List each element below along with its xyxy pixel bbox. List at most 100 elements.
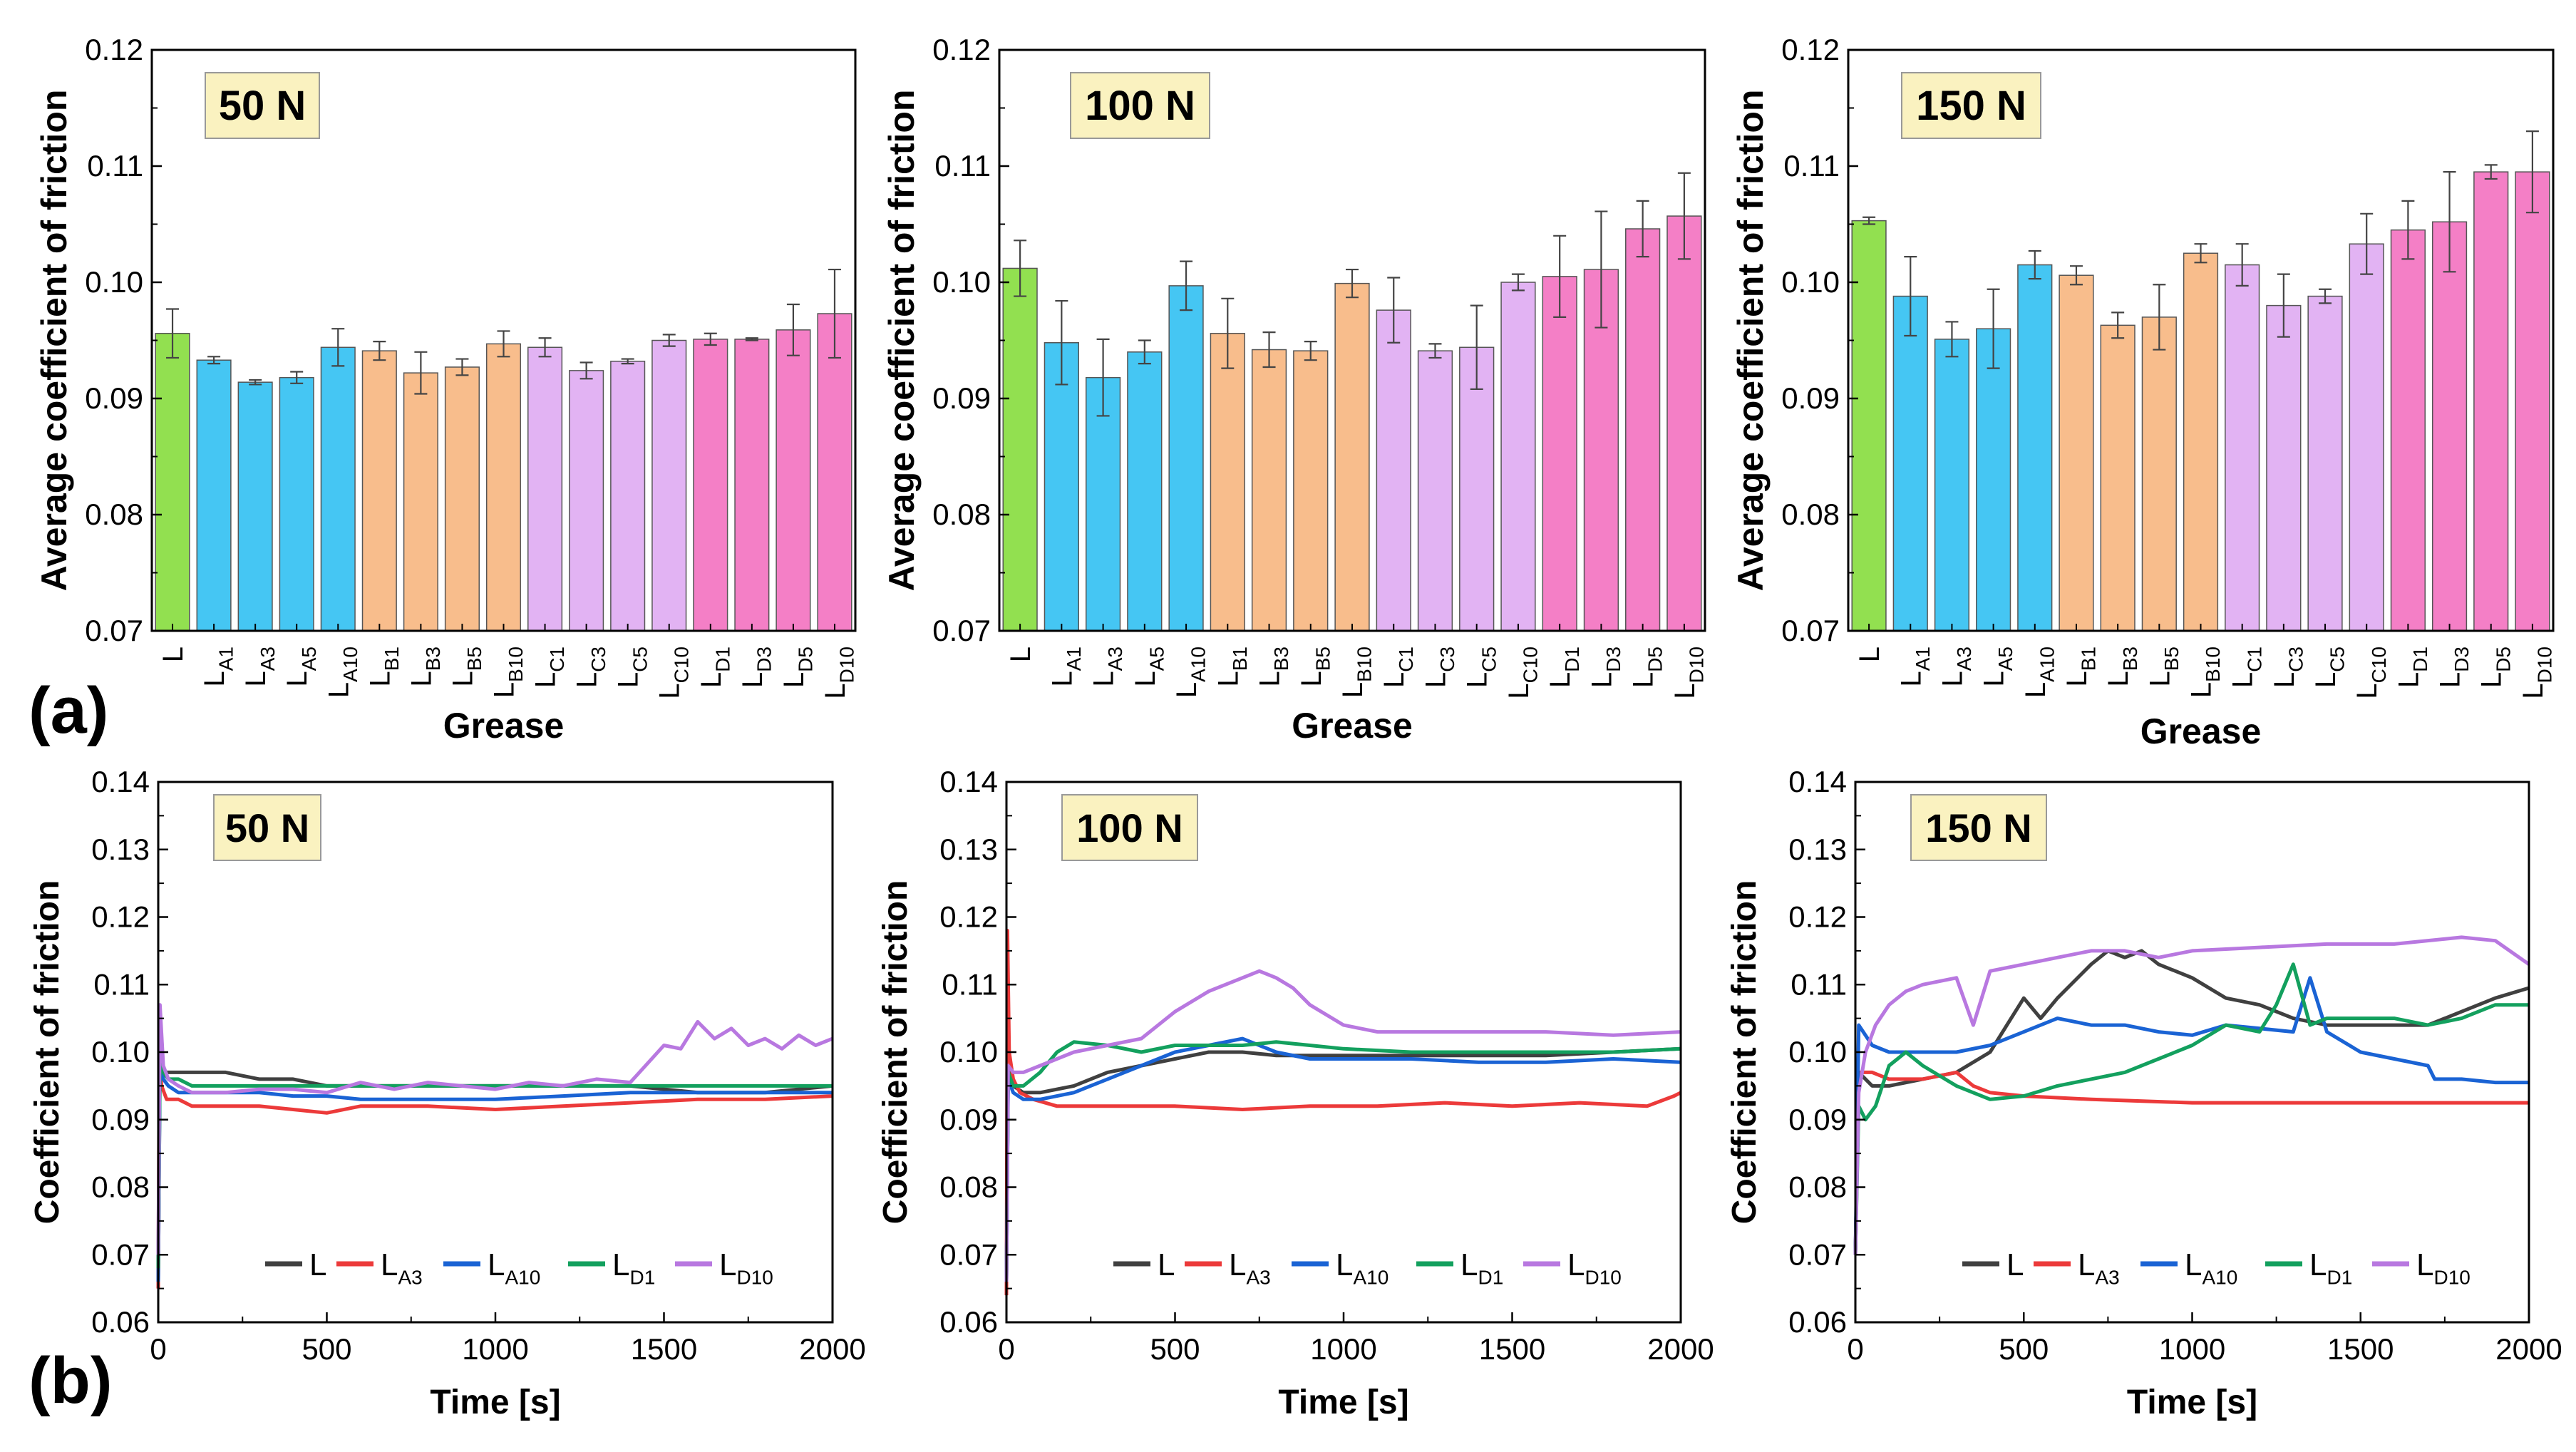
x-tick-label-sub: D10 [2534, 647, 2556, 683]
y-tick-label: 0.07 [1781, 614, 1840, 647]
x-tick-label: LA3 [1088, 647, 1127, 687]
x-tick-label: LC3 [1420, 647, 1458, 688]
x-tick-label: LA5 [1979, 647, 2017, 687]
bar [1583, 269, 1619, 632]
x-tick-label-base: L [1628, 672, 1659, 688]
x-tick-label: LD1 [696, 647, 734, 688]
line-chart-2: 0.06 0.07 0.08 0.09 0.10 0.11 0.12 0.13 0.14 0 500… [1726, 765, 2562, 1421]
x-tick-label: LB10 [2186, 647, 2225, 698]
x-tick-label: LD5 [1628, 647, 1666, 688]
bar [2100, 324, 2135, 632]
x-tick-label: 2000 [2495, 1332, 2562, 1366]
x-tick-label-base: L [2144, 671, 2175, 686]
x-tick-label-sub: A3 [1953, 647, 1975, 671]
x-tick-label-sub: C10 [670, 647, 692, 683]
legend-label: LA10 [488, 1247, 540, 1289]
x-tick-label-sub: A5 [1145, 647, 1168, 671]
bar [2059, 274, 2094, 632]
x-tick-label-sub: B5 [2160, 647, 2183, 671]
x-tick-label-base: L [2393, 672, 2424, 688]
x-tick-label-sub: B10 [1354, 647, 1376, 682]
x-axis-title: Time [s] [430, 1384, 560, 1421]
x-tick-label: LB5 [2144, 647, 2183, 687]
legend-label: LD10 [2416, 1247, 2471, 1289]
legend-label-base: L [309, 1247, 326, 1282]
bar [1293, 350, 1329, 632]
legend-label: L [1158, 1247, 1175, 1282]
x-tick-label: 1500 [2327, 1332, 2394, 1366]
bar [2183, 252, 2219, 632]
bar [1334, 282, 1370, 632]
y-axis-title: Coefficient of friction [1726, 880, 1763, 1225]
series-line-LA10 [1004, 1036, 1681, 1282]
x-tick-label-sub: C3 [2284, 647, 2307, 672]
bar [1934, 339, 1970, 632]
legend-label-base: L [1158, 1247, 1175, 1282]
x-tick-label-sub: A10 [339, 647, 361, 682]
legend-label-base: L [612, 1247, 629, 1282]
x-tick-label: LA3 [240, 647, 279, 687]
x-tick-label: LD3 [737, 647, 776, 688]
y-tick-label: 0.07 [939, 1237, 998, 1271]
x-tick-label-base: L [1212, 671, 1244, 686]
x-tick-label-base: L [1130, 671, 1161, 686]
bar [1625, 228, 1661, 632]
bar [1127, 351, 1163, 632]
bar [155, 332, 190, 632]
x-tick-label-sub: B1 [2078, 647, 2100, 671]
load-badge [1910, 794, 2047, 861]
bar [2307, 295, 2343, 632]
x-tick-label-sub: C1 [2243, 647, 2265, 672]
series-line-LA10 [156, 1064, 833, 1282]
x-tick-label-base: L [1088, 671, 1120, 686]
x-tick-label: 1000 [462, 1332, 528, 1366]
series-line-LA3 [156, 1064, 833, 1289]
legend-label-sub: A3 [398, 1267, 422, 1289]
x-tick-label-sub: A10 [1187, 647, 1210, 682]
y-tick-label: 0.14 [91, 765, 150, 798]
x-tick-label: L [1854, 647, 1885, 662]
bar [1044, 342, 1079, 632]
y-tick-label: 0.07 [932, 614, 991, 647]
y-tick-label: 0.11 [87, 149, 143, 182]
x-tick-label-sub: A5 [1994, 647, 2016, 671]
x-tick-label-base: L [737, 672, 768, 688]
x-tick-label-base: L [2061, 671, 2093, 686]
bar [1002, 267, 1038, 632]
x-tick-label-sub: D5 [1644, 647, 1666, 672]
x-tick-label: LC10 [2351, 647, 2390, 699]
x-tick-label-base: L [1895, 671, 1927, 686]
bar [279, 376, 314, 632]
y-tick-label: 0.14 [939, 765, 998, 798]
bar [1376, 309, 1411, 632]
x-tick-label: LC1 [1379, 647, 1417, 688]
x-tick-label: LA10 [2020, 647, 2059, 698]
x-tick-label: 2000 [1647, 1332, 1714, 1366]
x-tick-label-base: L [2269, 672, 2300, 688]
x-tick-label: LB10 [1337, 647, 1376, 698]
legend-label: L [2006, 1247, 2024, 1282]
y-tick-label: 0.10 [1781, 265, 1840, 299]
x-tick-label-sub: C1 [1395, 647, 1417, 672]
x-tick-label-base: L [2476, 672, 2508, 688]
x-tick-label: LA10 [1171, 647, 1210, 698]
x-axis-title: Grease [443, 706, 565, 746]
x-tick-label-sub: D1 [1561, 647, 1583, 672]
x-tick-label-sub: C10 [2368, 647, 2390, 683]
legend-label-base: L [2185, 1247, 2202, 1282]
load-badge-label: 50 N [219, 83, 306, 129]
x-tick-label-sub: B3 [2119, 647, 2141, 671]
bar [1251, 349, 1287, 632]
x-tick-label: LD3 [2435, 647, 2473, 688]
x-tick-label: LD5 [778, 647, 817, 688]
y-tick-label: 0.14 [1788, 765, 1847, 798]
legend-label-sub: A3 [1246, 1267, 1270, 1289]
y-tick-label: 0.11 [93, 967, 150, 1001]
legend-label: LA10 [2185, 1247, 2237, 1289]
bar [1976, 328, 2011, 632]
y-tick-label: 0.08 [85, 498, 143, 531]
bar [320, 346, 356, 632]
legend-label-base: L [1229, 1247, 1246, 1282]
